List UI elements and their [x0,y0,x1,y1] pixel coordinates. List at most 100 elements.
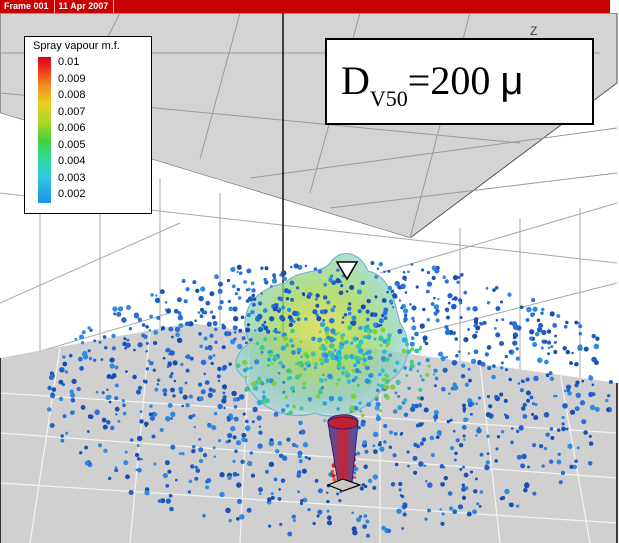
droplet [532,306,538,312]
droplet [567,443,573,449]
droplet [459,316,463,319]
droplet [433,414,439,420]
droplet [167,469,172,474]
droplet [209,291,215,297]
droplet [160,326,166,331]
droplet [300,499,304,503]
droplet [126,338,130,342]
droplet [516,454,522,460]
droplet [398,488,402,492]
droplet [261,323,265,327]
droplet [594,406,600,412]
droplet [413,442,418,447]
droplet [356,337,359,341]
droplet [404,504,408,508]
droplet [543,446,548,451]
droplet [235,363,241,369]
droplet [370,261,375,265]
droplet [393,368,398,373]
droplet [359,486,364,491]
droplet [301,468,307,474]
droplet [217,281,224,287]
droplet [205,485,210,490]
droplet [365,365,370,371]
droplet [574,320,579,325]
droplet [473,319,479,325]
droplet [322,319,326,322]
spray-droplets [46,261,613,538]
droplet [379,343,383,347]
droplet [429,435,435,441]
droplet [478,504,482,508]
droplet [263,320,267,324]
droplet [436,430,442,436]
droplet [312,309,318,315]
droplet [550,345,554,349]
droplet [418,387,423,393]
droplet [216,374,221,379]
droplet [444,324,449,330]
droplet [496,435,501,439]
droplet [169,374,173,379]
droplet [266,357,272,362]
droplet [407,386,411,390]
droplet [101,417,107,423]
droplet [209,310,214,314]
droplet [233,416,239,422]
droplet-size-label: DV50=200 μ [325,38,594,125]
droplet [249,451,254,455]
droplet [420,325,424,329]
droplet [326,520,333,526]
droplet [185,368,190,373]
droplet [289,280,295,286]
droplet [318,378,324,383]
droplet [314,479,319,483]
droplet [102,424,108,430]
droplet [124,450,128,454]
droplet [280,478,286,483]
droplet [242,367,248,373]
droplet [219,300,224,305]
droplet [504,354,508,359]
droplet [537,357,543,364]
droplet [469,470,474,474]
diameter-unit: μ [500,59,524,103]
legend-tick: 0.003 [58,171,86,184]
droplet [224,332,227,335]
droplet [534,402,538,407]
droplet [268,440,275,447]
droplet [383,270,386,274]
droplet [553,349,558,355]
droplet [433,368,438,373]
droplet [228,306,233,312]
droplet [411,403,415,408]
droplet [198,447,204,453]
droplet [417,403,423,408]
droplet [351,511,355,515]
droplet [480,361,486,367]
droplet [156,315,161,320]
droplet [217,404,223,410]
droplet [167,403,173,408]
droplet [415,285,419,289]
droplet [226,278,231,283]
droplet [381,525,386,531]
droplet [141,323,146,327]
droplet [225,507,231,514]
droplet [441,386,446,392]
droplet [532,491,537,496]
droplet [416,369,420,373]
droplet [286,412,290,416]
droplet [264,397,270,404]
droplet [379,408,383,413]
droplet [532,443,537,448]
droplet [495,332,501,338]
droplet [494,459,499,463]
droplet [549,376,555,381]
droplet [153,340,158,346]
droplet [343,312,348,317]
droplet [358,325,363,331]
droplet [554,394,558,398]
droplet [541,464,545,468]
droplet [455,353,459,358]
